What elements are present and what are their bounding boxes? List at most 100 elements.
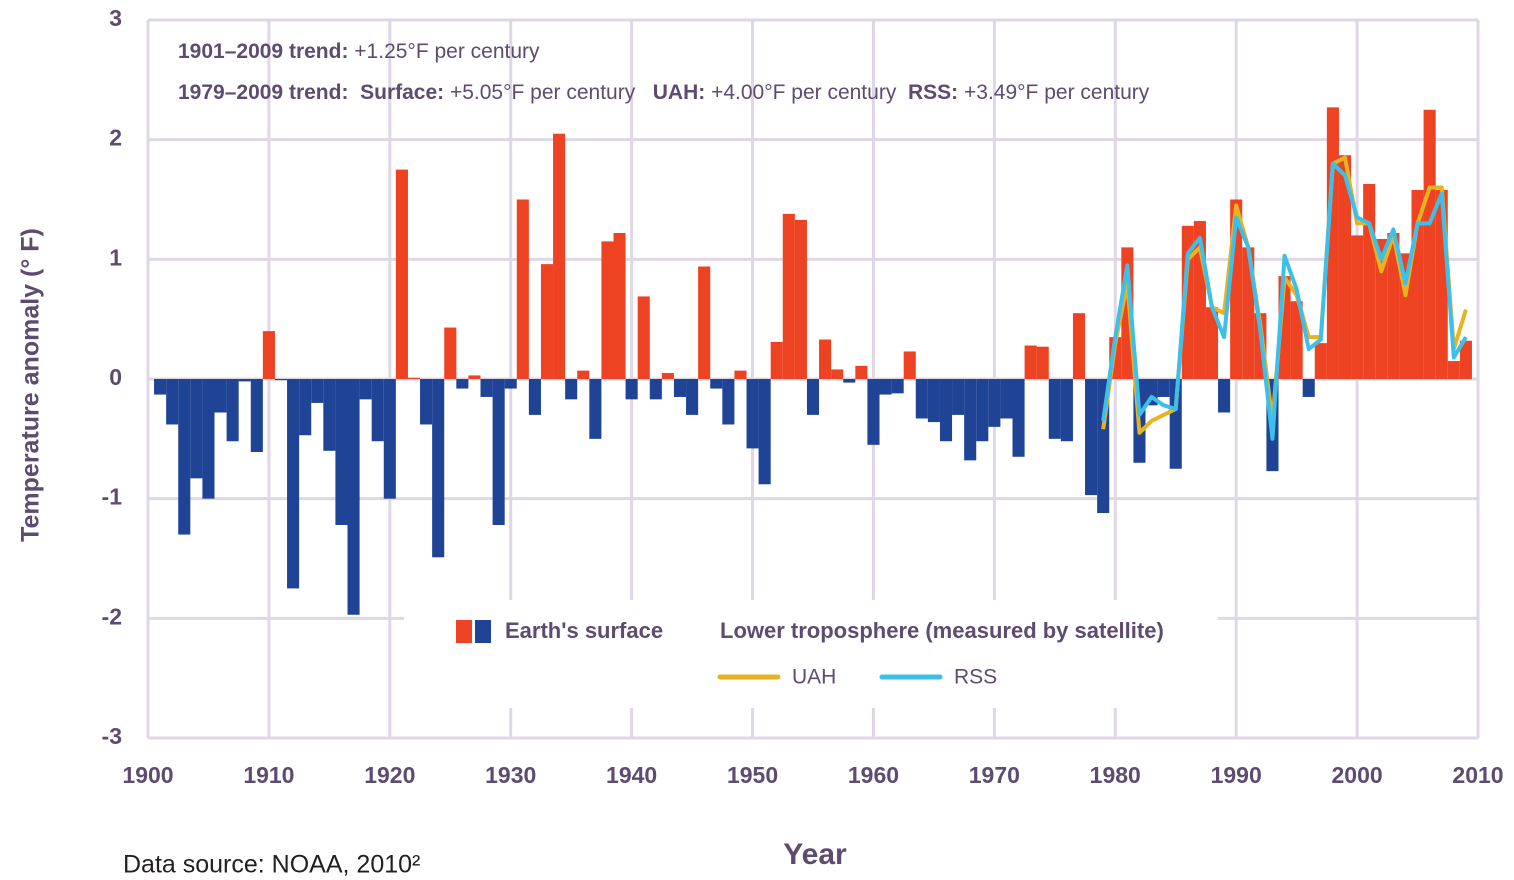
- bar: [166, 379, 179, 425]
- bar: [540, 264, 554, 379]
- bar: [1024, 345, 1037, 379]
- annotation-part: UAH:: [653, 81, 706, 104]
- y-tick-label: -3: [102, 723, 122, 749]
- bar: [444, 327, 457, 379]
- y-tick-label: 3: [109, 5, 122, 31]
- legend-label: RSS: [954, 666, 997, 689]
- bar: [661, 373, 674, 379]
- bar: [879, 379, 892, 395]
- bar: [698, 266, 711, 379]
- bar: [867, 379, 880, 445]
- bar: [1290, 301, 1303, 379]
- bar: [154, 379, 167, 395]
- bar: [601, 241, 614, 379]
- bar: [1157, 379, 1170, 397]
- bar: [722, 379, 735, 425]
- bar: [480, 379, 493, 397]
- annotation-part: +1.25°F per century: [348, 40, 540, 63]
- bar: [577, 370, 590, 379]
- bar: [250, 379, 263, 452]
- annotation: 1901–2009 trend: +1.25°F per century: [178, 40, 540, 63]
- bar: [420, 379, 433, 425]
- bar: [1423, 109, 1436, 379]
- bar: [891, 379, 904, 394]
- bar: [855, 365, 868, 379]
- bar: [274, 379, 288, 381]
- bar: [565, 379, 578, 400]
- legend: Earth's surface UAH RSS Lower troposphere (…: [456, 618, 1164, 689]
- bar: [1060, 379, 1073, 442]
- bar: [1338, 155, 1352, 379]
- bar: [927, 379, 940, 423]
- bar: [637, 296, 650, 379]
- bar: [516, 199, 529, 379]
- bar: [734, 370, 747, 379]
- bar: [226, 379, 239, 442]
- bar: [1205, 307, 1219, 379]
- bar: [819, 339, 832, 379]
- y-tick-label: -2: [102, 603, 122, 629]
- bar: [613, 233, 626, 379]
- annotation-part: RSS:: [908, 81, 958, 104]
- bar: [395, 169, 408, 379]
- bar: [371, 379, 384, 442]
- bar: [238, 379, 251, 382]
- bar: [1012, 379, 1025, 457]
- bar: [335, 379, 348, 525]
- bar: [843, 379, 856, 383]
- bar: [1447, 361, 1460, 379]
- y-axis-label: Temperature anomaly (° F): [17, 228, 45, 542]
- bar: [1085, 379, 1098, 496]
- bar: [1387, 233, 1400, 379]
- bar: [468, 375, 481, 379]
- x-tick-label: 1930: [485, 762, 536, 788]
- bar: [287, 379, 300, 589]
- x-tick-label: 1950: [727, 762, 778, 788]
- bar: [649, 379, 662, 400]
- annotation-part: 1979–2009 trend: Surface:: [178, 81, 444, 104]
- bar: [1375, 238, 1388, 379]
- bar: [347, 379, 360, 615]
- bar: [1181, 225, 1194, 379]
- bar: [190, 379, 203, 479]
- marks: [154, 107, 1472, 615]
- bar: [1000, 379, 1013, 419]
- annotation: 1979–2009 trend: Surface: +5.05°F per ce…: [178, 81, 1150, 104]
- legend-swatch: [475, 620, 491, 643]
- bar: [915, 379, 928, 419]
- x-axis-label: Year: [783, 838, 847, 871]
- bar: [1169, 379, 1182, 469]
- legend-label: UAH: [792, 666, 836, 689]
- y-tick-label: -1: [102, 484, 123, 510]
- bar: [673, 379, 687, 397]
- x-tick-label: 1990: [1211, 762, 1262, 788]
- bar: [939, 379, 953, 442]
- x-tick-label: 2000: [1332, 762, 1383, 788]
- bar: [1326, 107, 1339, 380]
- bar: [831, 369, 844, 379]
- bar: [625, 379, 638, 400]
- x-tick-label: 1980: [1090, 762, 1141, 788]
- bar: [359, 379, 372, 400]
- bar: [710, 379, 723, 389]
- y-tick-label: 2: [109, 125, 122, 151]
- annotation-part: 1901–2009 trend:: [178, 40, 348, 63]
- x-tick-label: 2010: [1452, 762, 1503, 788]
- x-tick-label: 1970: [969, 762, 1020, 788]
- annotation-part: +5.05°F per century: [444, 81, 653, 104]
- bar: [686, 379, 699, 415]
- line: [1101, 161, 1468, 441]
- source: Data source: NOAA, 2010²: [123, 851, 420, 879]
- bar: [456, 379, 469, 389]
- bar: [746, 379, 759, 449]
- annotation-part: +3.49°F per century: [958, 81, 1150, 104]
- x-tick-label: 1910: [243, 762, 294, 788]
- bar: [952, 379, 965, 415]
- bar: [1036, 346, 1049, 379]
- x-tick-label: 1960: [848, 762, 899, 788]
- bar: [1314, 343, 1327, 379]
- bar: [202, 379, 215, 499]
- legend-label: Earth's surface: [505, 618, 663, 643]
- x-tick-label: 1920: [364, 762, 415, 788]
